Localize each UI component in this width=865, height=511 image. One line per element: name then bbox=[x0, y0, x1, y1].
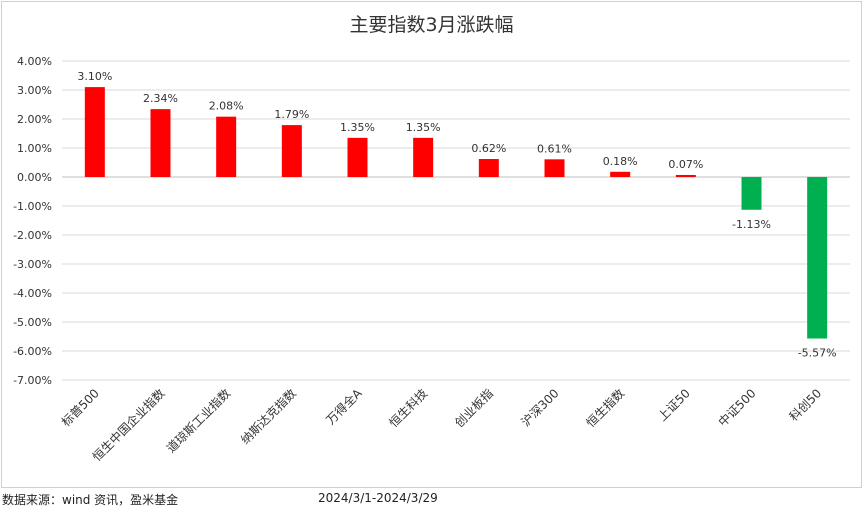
data-label: 0.62% bbox=[471, 142, 506, 155]
bar bbox=[216, 116, 237, 177]
x-tick-label: 纳斯达克指数 bbox=[237, 386, 299, 448]
data-label: 0.07% bbox=[668, 158, 703, 171]
bar bbox=[807, 177, 828, 339]
y-tick-label: 2.00% bbox=[17, 113, 52, 126]
y-tick-label: 0.00% bbox=[17, 171, 52, 184]
x-tick-label: 恒生中国企业指数 bbox=[89, 386, 167, 464]
date-range: 2024/3/1-2024/3/29 bbox=[318, 491, 438, 505]
data-label: 1.79% bbox=[274, 108, 309, 121]
bar bbox=[84, 87, 105, 177]
data-label: -5.57% bbox=[798, 347, 837, 360]
x-tick-label: 上证50 bbox=[655, 386, 693, 424]
x-tick-label: 恒生科技 bbox=[386, 386, 430, 430]
bar bbox=[150, 109, 171, 177]
bar bbox=[413, 137, 434, 177]
data-label: 1.35% bbox=[340, 121, 375, 134]
y-tick-label: 3.00% bbox=[17, 84, 52, 97]
bar-chart: 4.00% 3.00% 2.00% 1.00% 0.00% -1.00% -2.00% -3.… bbox=[13, 55, 850, 464]
data-label: -1.13% bbox=[732, 218, 771, 231]
bar bbox=[281, 125, 302, 177]
x-tick-label: 万得全A bbox=[323, 385, 365, 427]
data-label: 0.61% bbox=[537, 142, 572, 155]
y-tick-label: -4.00% bbox=[13, 287, 52, 300]
x-tick-label: 标普500 bbox=[59, 386, 102, 429]
x-tick-label: 中证500 bbox=[715, 386, 759, 430]
bar bbox=[675, 174, 696, 177]
data-source: 数据来源：wind 资讯，盈米基金 bbox=[2, 493, 179, 507]
data-label: 2.08% bbox=[209, 100, 244, 113]
x-tick-label: 道琼斯工业指数 bbox=[163, 386, 233, 456]
data-label: 1.35% bbox=[406, 121, 441, 134]
data-label: 3.10% bbox=[77, 70, 112, 83]
bar bbox=[544, 159, 565, 177]
bar bbox=[610, 171, 631, 177]
chart-title: 主要指数3月涨跌幅 bbox=[349, 14, 514, 36]
y-tick-label: -3.00% bbox=[13, 258, 52, 271]
y-tick-label: -7.00% bbox=[13, 374, 52, 387]
y-tick-label: -2.00% bbox=[13, 229, 52, 242]
y-tick-label: -1.00% bbox=[13, 200, 52, 213]
bar bbox=[347, 137, 368, 177]
x-tick-label: 科创50 bbox=[787, 386, 825, 424]
y-tick-label: 1.00% bbox=[17, 142, 52, 155]
y-tick-label: -5.00% bbox=[13, 316, 52, 329]
chart-frame bbox=[1, 1, 862, 488]
bar bbox=[478, 159, 499, 177]
data-label: 0.18% bbox=[603, 155, 638, 168]
x-tick-label: 创业板指 bbox=[451, 386, 496, 431]
y-tick-label: -6.00% bbox=[13, 345, 52, 358]
data-label: 2.34% bbox=[143, 92, 178, 105]
bar bbox=[741, 177, 762, 210]
x-tick-label: 恒生指数 bbox=[583, 386, 628, 431]
y-tick-label: 4.00% bbox=[17, 55, 52, 68]
x-tick-label: 沪深300 bbox=[519, 386, 562, 429]
